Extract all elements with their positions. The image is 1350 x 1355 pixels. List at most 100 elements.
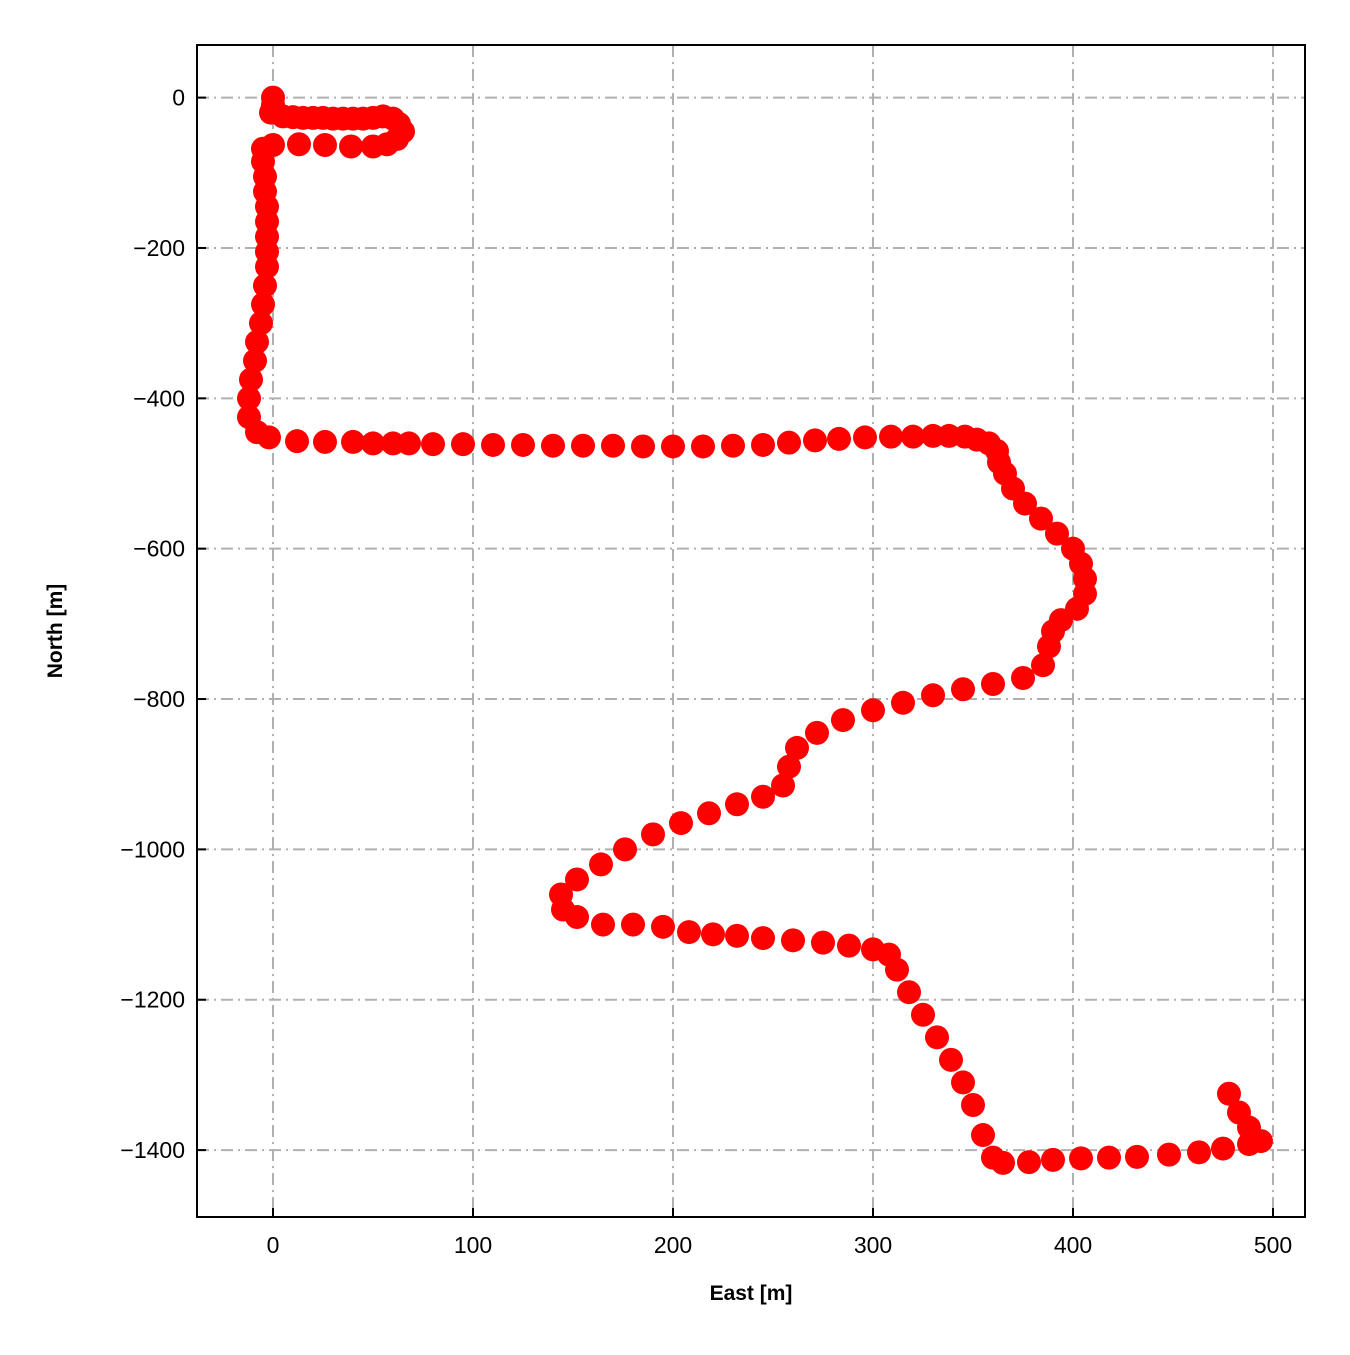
point — [781, 928, 805, 953]
point — [701, 922, 725, 947]
point — [811, 930, 835, 955]
plot-frame — [196, 44, 1306, 1218]
point — [777, 754, 801, 779]
point — [481, 432, 505, 457]
y-tick-label: −600 — [133, 536, 185, 562]
point — [361, 134, 385, 159]
y-axis-label: North [m] — [44, 584, 67, 678]
point — [511, 432, 535, 457]
point — [421, 432, 445, 457]
point — [803, 428, 827, 453]
point — [1011, 665, 1035, 690]
point — [771, 773, 795, 798]
y-tick-label: −1000 — [120, 836, 185, 862]
point — [721, 433, 745, 458]
x-tick-label: 400 — [1054, 1232, 1092, 1258]
point — [827, 426, 851, 451]
point — [451, 432, 475, 457]
x-tick-label: 0 — [267, 1232, 280, 1258]
point — [243, 348, 267, 373]
point — [879, 424, 903, 449]
y-tick-label: −400 — [133, 385, 185, 411]
point — [361, 431, 385, 456]
point — [885, 957, 909, 982]
point — [1017, 1150, 1041, 1175]
point — [725, 792, 749, 817]
point — [339, 134, 363, 159]
point — [861, 698, 885, 723]
x-axis-label: East [m] — [710, 1282, 793, 1305]
point — [237, 386, 261, 411]
point — [1069, 1146, 1093, 1171]
point — [831, 708, 855, 733]
point — [951, 677, 975, 702]
point — [1031, 653, 1055, 678]
point — [341, 429, 365, 454]
point — [951, 1070, 975, 1095]
point — [777, 430, 801, 455]
y-tick-label: −1200 — [120, 987, 185, 1013]
point — [697, 801, 721, 826]
point — [921, 683, 945, 708]
point — [971, 1123, 995, 1148]
point — [939, 1047, 963, 1072]
point — [1037, 634, 1061, 659]
point — [251, 292, 275, 317]
point — [621, 912, 645, 937]
point — [565, 905, 589, 930]
point — [805, 720, 829, 745]
point — [249, 311, 273, 336]
point — [591, 912, 615, 937]
point — [245, 329, 269, 354]
point — [631, 434, 655, 459]
point — [853, 425, 877, 450]
point — [257, 425, 281, 450]
point — [991, 1150, 1015, 1175]
point — [1045, 521, 1069, 546]
point — [677, 920, 701, 945]
point — [397, 431, 421, 456]
point — [901, 424, 925, 449]
y-tick-label: 0 — [172, 85, 185, 111]
point — [641, 822, 665, 847]
point — [751, 432, 775, 457]
point — [751, 926, 775, 951]
x-tick-label: 100 — [454, 1232, 492, 1258]
point — [725, 923, 749, 948]
point — [589, 852, 613, 877]
point — [925, 1025, 949, 1050]
point — [313, 132, 337, 157]
point — [571, 433, 595, 458]
point — [897, 980, 921, 1005]
x-tick-label: 200 — [654, 1232, 692, 1258]
y-tick-label: −200 — [133, 235, 185, 261]
point — [785, 735, 809, 760]
point — [1097, 1145, 1121, 1170]
point — [313, 429, 337, 454]
point — [837, 933, 861, 958]
point — [669, 811, 693, 836]
point — [751, 784, 775, 809]
point — [613, 837, 637, 862]
x-tick-label: 300 — [854, 1232, 892, 1258]
point — [961, 1092, 985, 1117]
point — [565, 867, 589, 892]
y-tick-label: −1400 — [120, 1137, 185, 1163]
point — [981, 671, 1005, 696]
point — [1029, 506, 1053, 531]
point — [1187, 1140, 1211, 1165]
point — [891, 690, 915, 715]
point — [1157, 1142, 1181, 1167]
point — [911, 1002, 935, 1027]
point — [1041, 1147, 1065, 1172]
point — [1013, 491, 1037, 516]
point — [255, 254, 279, 279]
y-tick-label: −800 — [133, 686, 185, 712]
point — [1125, 1144, 1149, 1169]
point — [253, 273, 277, 298]
point — [1217, 1081, 1241, 1106]
point — [651, 914, 675, 939]
x-tick-label: 500 — [1254, 1232, 1292, 1258]
point — [661, 434, 685, 459]
